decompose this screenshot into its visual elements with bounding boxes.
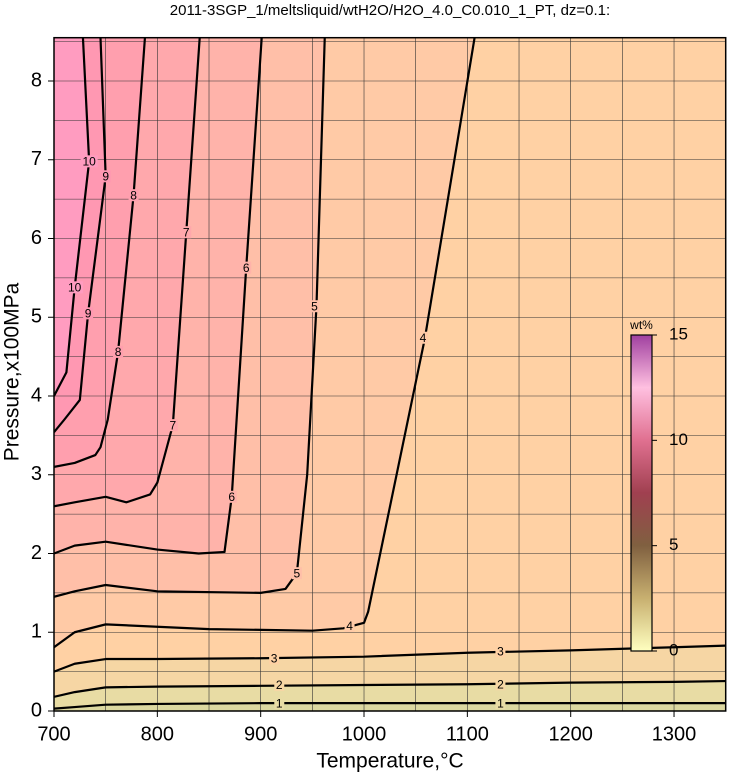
contour-label: 2	[276, 678, 283, 692]
contour-label-bg	[309, 300, 320, 313]
contour-label-bg	[83, 307, 94, 320]
contour-label: 1	[276, 696, 283, 710]
contour-label: 5	[294, 566, 301, 580]
contour-label-bg	[167, 419, 178, 432]
contour-label: 8	[130, 188, 137, 202]
contour-line	[54, 37, 326, 598]
y-tick-label: 1	[31, 621, 42, 643]
contour-label-bg	[274, 697, 285, 710]
contour-label: 9	[102, 169, 109, 183]
x-tick-label: 1000	[342, 723, 387, 745]
contour-label-bg	[495, 645, 506, 658]
contour-label: 4	[420, 331, 427, 345]
contour-line	[54, 679, 726, 698]
y-tick-label: 5	[31, 306, 42, 328]
chart-title: 2011-3SGP_1/meltsliquid/wtH2O/H2O_4.0_C0…	[170, 2, 610, 19]
contour-label-bg	[291, 567, 302, 580]
contour-label: 2	[497, 677, 504, 691]
contour-label: 1	[497, 696, 504, 710]
contour-label-bg	[128, 189, 139, 202]
contour-label-bg	[241, 261, 252, 274]
contour-line	[54, 37, 107, 433]
contour-label-bg	[80, 155, 98, 168]
contour-label-bg	[226, 490, 237, 503]
x-tick-label: 1100	[446, 723, 489, 745]
colorbar-tick-label: 5	[669, 535, 678, 554]
contour-line	[54, 702, 726, 710]
y-axis-label: Pressure,x100MPa	[1, 282, 24, 461]
contour-line	[54, 37, 201, 508]
contour-line	[54, 37, 476, 649]
contour-label: 6	[243, 261, 250, 275]
contour-label-bg	[269, 652, 280, 665]
contour-label: 10	[68, 281, 82, 295]
contour-label: 7	[169, 418, 176, 432]
x-tick-label: 900	[244, 723, 277, 745]
y-tick-label: 3	[31, 463, 42, 485]
contour-label-bg	[66, 281, 84, 294]
y-tick-label: 8	[31, 69, 42, 91]
y-tick-label: 6	[31, 227, 42, 249]
y-tick-label: 7	[31, 148, 42, 170]
contour-label-bg	[417, 331, 428, 344]
y-tick-label: 2	[31, 542, 42, 564]
colorbar-tick-label: 15	[669, 324, 688, 343]
y-tick-label: 0	[31, 699, 42, 721]
contour-label: 6	[228, 490, 235, 504]
contour-label-bg	[495, 678, 506, 691]
y-tick-label: 4	[31, 384, 42, 406]
contour-label: 7	[183, 225, 190, 239]
contour-label: 3	[497, 644, 504, 658]
contour-label: 3	[271, 651, 278, 665]
colorbar-tick-label: 0	[669, 640, 678, 659]
contour-label-bg	[495, 697, 506, 710]
contour-label-bg	[344, 619, 355, 632]
contour-label: 4	[346, 619, 353, 633]
contour-label: 9	[85, 306, 92, 320]
x-tick-label: 800	[141, 723, 174, 745]
contour-line	[54, 37, 147, 468]
colorbar	[630, 334, 653, 652]
plot-frame	[53, 36, 727, 712]
contour-label: 5	[311, 299, 318, 313]
x-axis-label: Temperature,°C	[316, 750, 463, 773]
x-tick-label: 700	[37, 723, 70, 745]
contour-label-bg	[274, 679, 285, 692]
contour-label: 10	[82, 155, 96, 169]
colorbar-label: wt%	[629, 318, 653, 332]
contour-line	[54, 37, 263, 555]
x-tick-label: 1200	[548, 723, 593, 745]
contour-fill	[54, 37, 90, 397]
contour-label: 8	[115, 345, 122, 359]
colorbar-tick-label: 10	[669, 430, 688, 449]
contour-label-bg	[100, 170, 111, 183]
contour-label-bg	[181, 226, 192, 239]
x-tick-label: 1300	[652, 723, 697, 745]
contour-line	[54, 644, 726, 673]
contour-label-bg	[113, 345, 124, 358]
